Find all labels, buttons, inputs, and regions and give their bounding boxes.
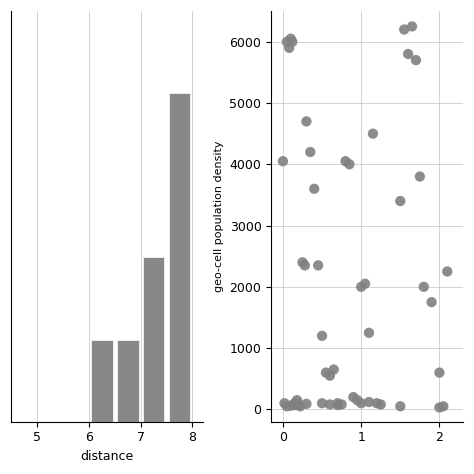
Point <box>369 130 377 137</box>
Point <box>397 402 404 410</box>
X-axis label: distance: distance <box>80 450 134 463</box>
Bar <box>91 339 113 421</box>
Point <box>283 38 291 46</box>
Point <box>354 396 361 404</box>
Point <box>428 298 436 306</box>
Point <box>365 398 373 406</box>
Point <box>444 268 451 275</box>
Point <box>342 157 349 165</box>
Point <box>289 38 296 46</box>
Bar <box>169 93 191 421</box>
Point <box>408 23 416 30</box>
Y-axis label: geo-cell population density: geo-cell population density <box>214 141 224 292</box>
Point <box>334 401 341 409</box>
Bar <box>143 257 164 421</box>
Point <box>365 329 373 337</box>
Point <box>283 402 291 410</box>
Point <box>357 400 365 407</box>
Point <box>349 393 357 401</box>
Point <box>314 262 322 269</box>
Point <box>293 396 301 404</box>
Point <box>436 369 443 376</box>
Point <box>310 185 318 192</box>
Point <box>287 35 294 43</box>
Point <box>295 401 302 408</box>
Point <box>436 404 443 411</box>
Point <box>397 197 404 205</box>
Point <box>281 400 288 407</box>
Point <box>299 258 306 266</box>
Point <box>377 401 384 408</box>
Point <box>373 400 381 407</box>
Point <box>302 400 310 408</box>
Point <box>401 26 408 33</box>
Point <box>318 332 326 340</box>
Point <box>338 401 346 408</box>
Point <box>295 401 302 408</box>
Bar <box>117 339 138 421</box>
Point <box>326 372 334 380</box>
Point <box>420 283 428 291</box>
Point <box>361 280 369 288</box>
Point <box>307 148 314 156</box>
Point <box>326 401 334 408</box>
Point <box>322 369 330 376</box>
Point <box>301 262 309 269</box>
Point <box>357 283 365 291</box>
Point <box>334 400 341 407</box>
Point <box>279 157 287 165</box>
Point <box>404 50 412 58</box>
Point <box>318 400 326 407</box>
Point <box>330 366 337 374</box>
Point <box>287 402 294 410</box>
Point <box>296 402 304 410</box>
Point <box>412 56 420 64</box>
Point <box>346 161 353 168</box>
Point <box>302 118 310 125</box>
Point <box>291 400 299 407</box>
Point <box>285 44 293 52</box>
Point <box>416 173 424 180</box>
Point <box>291 401 299 409</box>
Point <box>439 402 447 410</box>
